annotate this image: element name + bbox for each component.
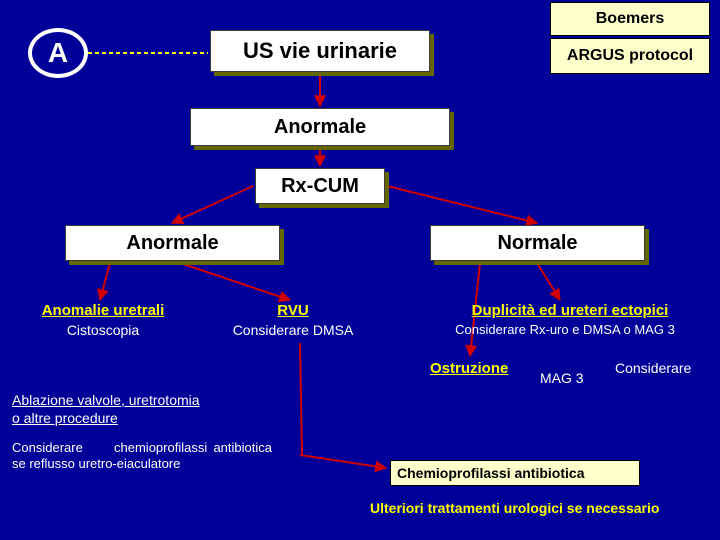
node-argus: ARGUS protocol (550, 38, 710, 74)
edge-3 (172, 186, 253, 223)
node-considerare_dmsa: Considerare DMSA (208, 322, 378, 340)
edge-4 (387, 186, 537, 223)
edge-10 (300, 455, 386, 468)
node-us: US vie urinarie (210, 30, 430, 72)
node-considerare_r: Considerare (615, 360, 715, 378)
node-ulteriori: Ulteriori trattamenti urologici se neces… (370, 500, 720, 520)
node-ablazione: Ablazione valvole, uretrotomia o altre p… (12, 392, 262, 432)
node-cistoscopia: Cistoscopia (18, 322, 188, 340)
edge-5 (100, 263, 110, 300)
flowchart-stage: A US vie urinarie BoemersARGUS protocol Ano… (0, 0, 720, 540)
node-chemio_box: Chemioprofilassi antibiotica (390, 460, 640, 486)
edge-6 (180, 263, 290, 300)
edge-9 (300, 343, 302, 455)
node-considerare_rx: Considerare Rx-uro e DMSA o MAG 3 (410, 322, 720, 340)
node-A: A (28, 28, 88, 78)
node-mag3: MAG 3 (540, 370, 610, 388)
node-boemers: Boemers (550, 2, 710, 36)
node-duplicita_h: Duplicità ed ureteri ectopici (430, 302, 710, 322)
node-consid_chemio: Considerare chemioprofilassi antibiotica… (12, 440, 272, 500)
node-ostruzione_h: Ostruzione (430, 360, 540, 380)
node-rxcum: Rx-CUM (255, 168, 385, 204)
node-anormale2: Anormale (65, 225, 280, 261)
edge-7 (537, 263, 560, 300)
node-anom_uretrali_h: Anomalie uretrali (18, 302, 188, 322)
node-anormale1: Anormale (190, 108, 450, 146)
node-normale: Normale (430, 225, 645, 261)
node-rvu_h: RVU (238, 302, 348, 322)
